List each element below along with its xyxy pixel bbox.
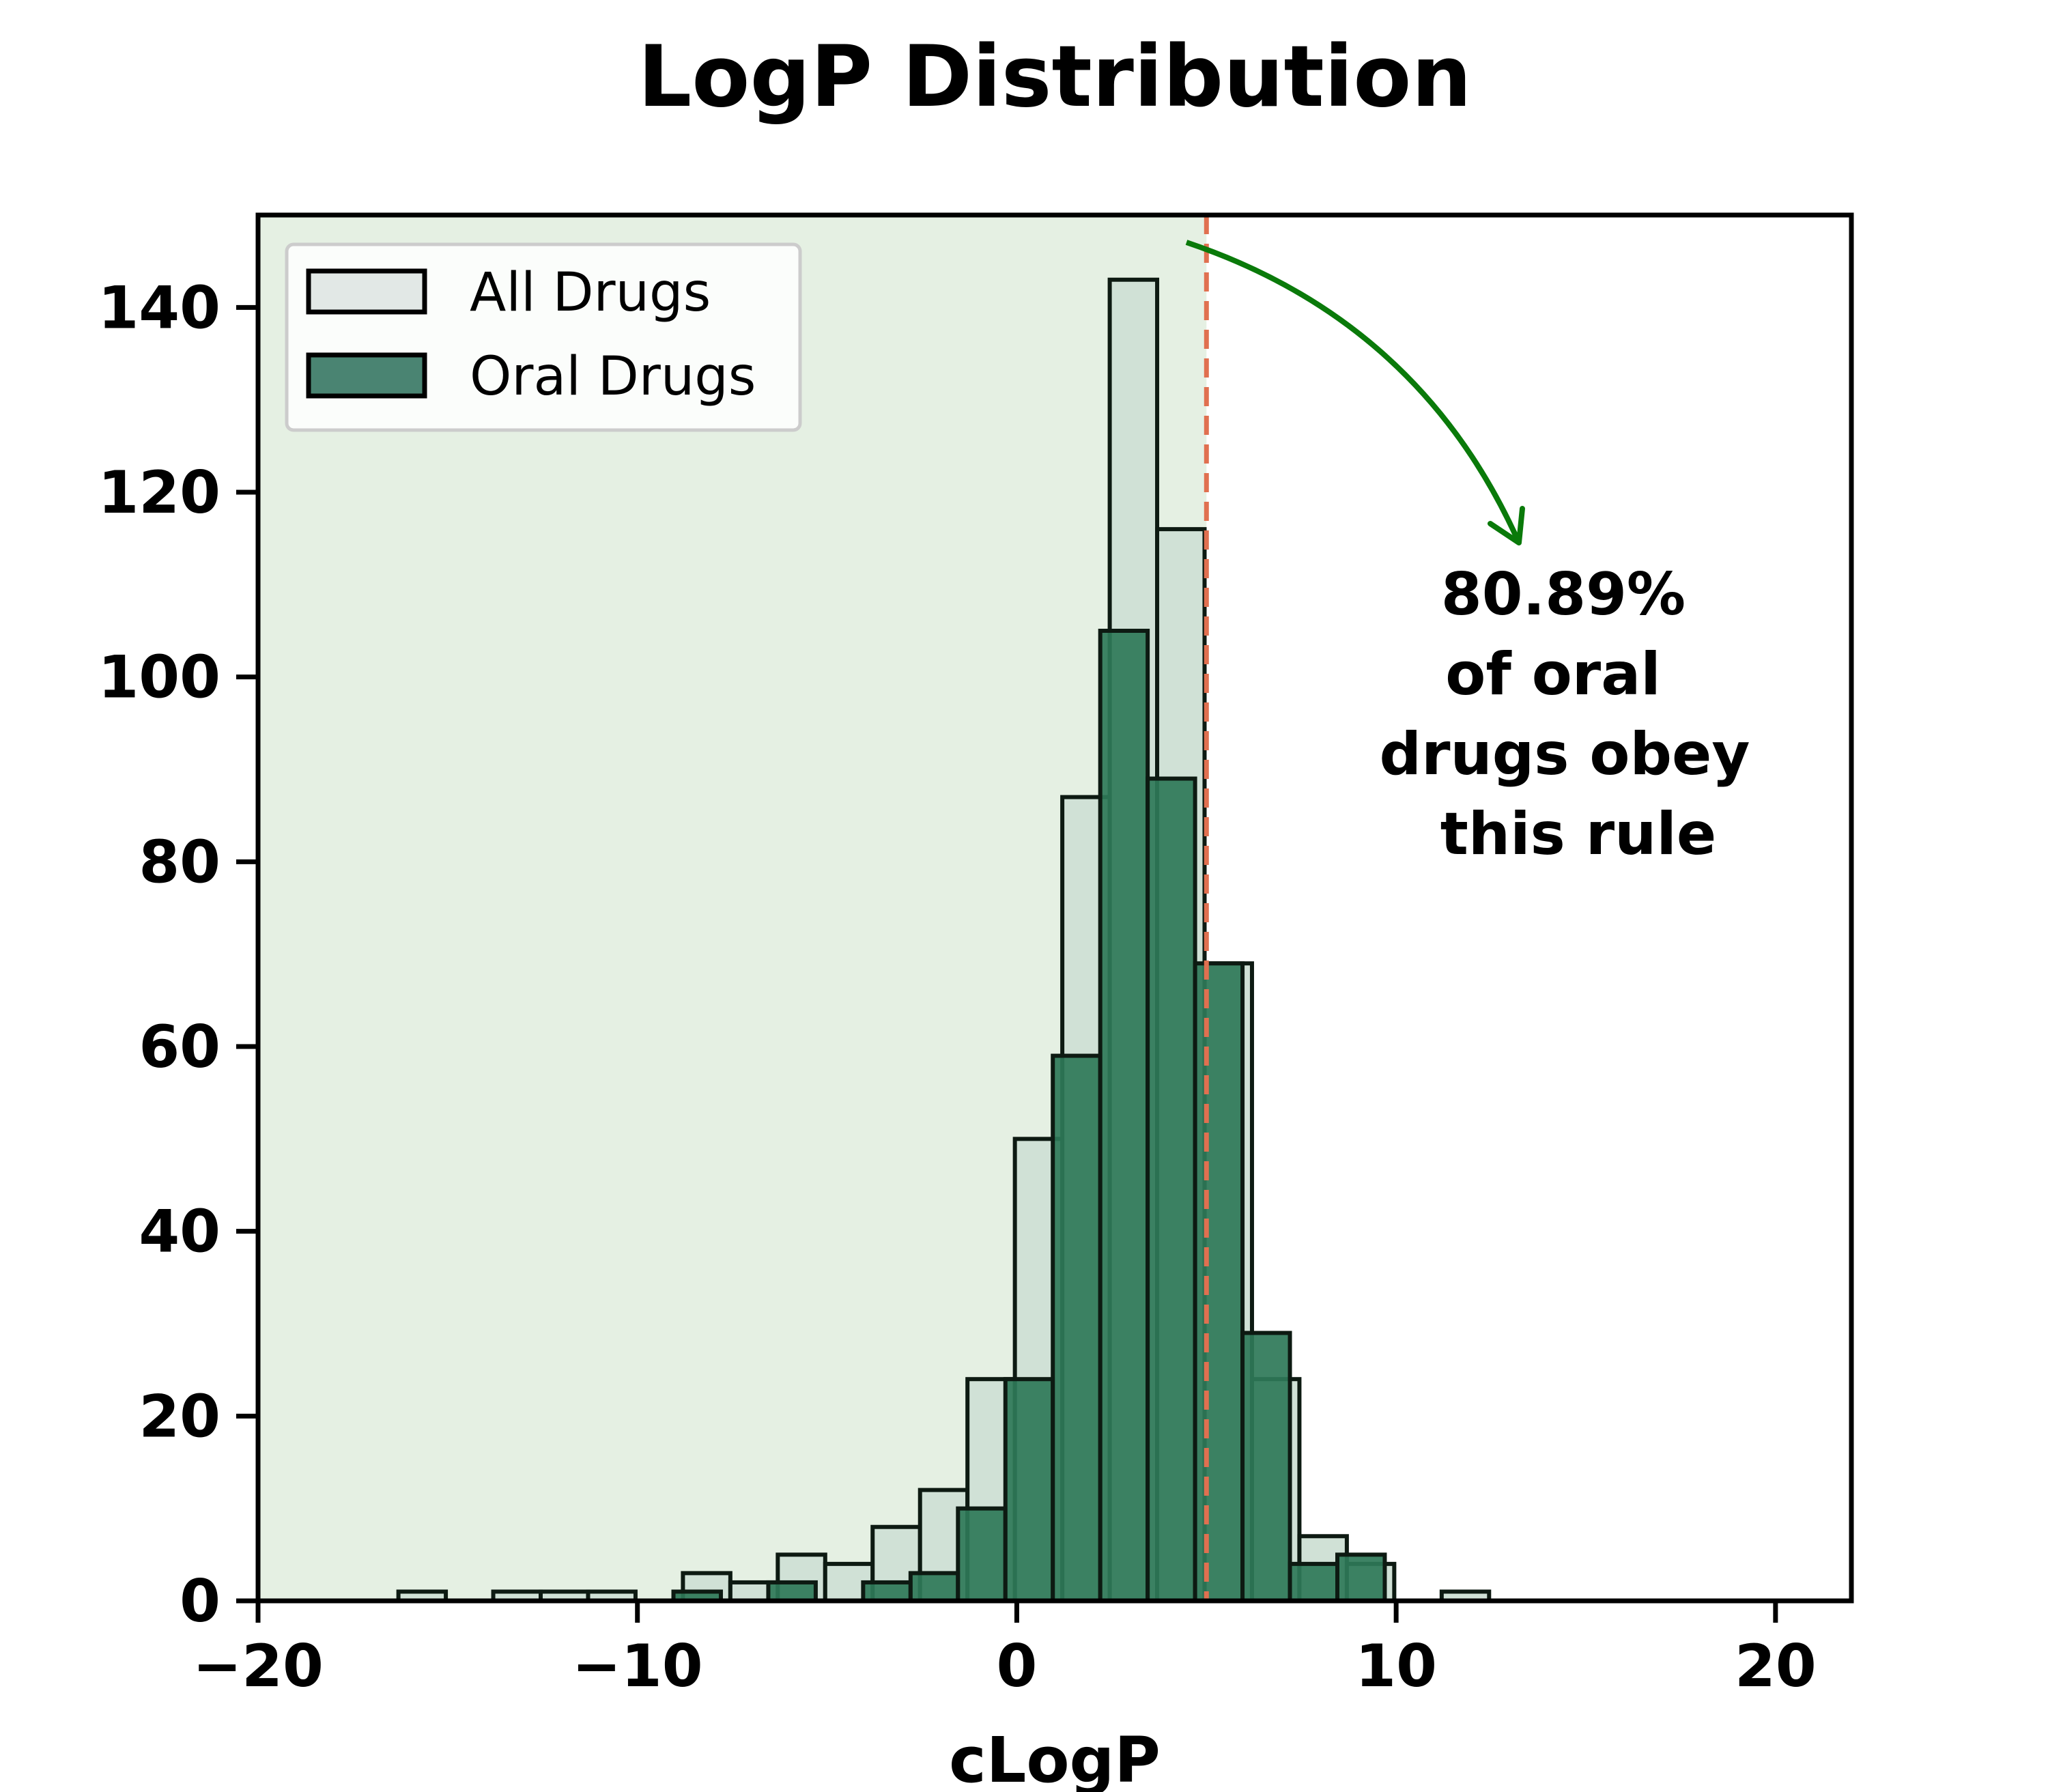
x-tick-label-1: −10 [572,1632,703,1701]
legend-swatch-all-drugs [306,268,427,315]
x-tick-label-3: 10 [1355,1632,1437,1701]
bar-oral-drugs-6 [1051,1053,1103,1603]
legend-label-all-drugs: All Drugs [470,262,711,324]
y-tick-label-0: 0 [180,1567,221,1636]
bar-oral-drugs-7 [1098,629,1150,1603]
bar-oral-drugs-9 [1193,961,1245,1603]
bar-oral-drugs-10 [1240,1331,1292,1603]
y-tick-label-3: 60 [139,1013,221,1081]
y-tick-label-6: 120 [98,459,221,527]
bar-oral-drugs-8 [1146,776,1197,1603]
bar-oral-drugs-11 [1288,1561,1340,1604]
x-tick-label-0: −20 [193,1632,324,1701]
x-tick-label-4: 20 [1735,1632,1817,1701]
annotation-arrowhead [1488,506,1525,545]
annotation: 80.89% of oral drugs obey this rule [1185,240,1750,868]
y-axis: 0 20 40 60 80 100 120 140 [98,274,258,1636]
bar-oral-drugs-4 [956,1506,1008,1604]
x-tick-label-2: 0 [997,1632,1038,1701]
x-axis-label: cLogP [949,1724,1161,1792]
annotation-line-2: of oral [1445,640,1660,709]
bar-oral-drugs-5 [1003,1377,1055,1603]
bar-oral-drugs-3 [908,1571,961,1603]
legend: All Drugs Oral Drugs [285,242,802,432]
y-tick-label-4: 80 [139,828,221,896]
bar-oral-drugs-1 [766,1580,818,1604]
plot-area [255,212,1854,1604]
annotation-line-1: 80.89% [1441,560,1686,629]
bar-oral-drugs-12 [1335,1552,1387,1603]
bar-oral-drugs-2 [861,1580,913,1604]
annotation-line-4: this rule [1440,800,1716,868]
annotation-line-3: drugs obey [1380,720,1750,788]
legend-label-oral-drugs: Oral Drugs [470,346,756,408]
legend-swatch-oral-drugs [306,352,427,399]
x-axis: −20 −10 0 10 20 [193,1601,1817,1701]
y-tick-label-2: 40 [139,1198,221,1266]
plot-frame [255,212,1854,1604]
annotation-arrow [1185,240,1522,544]
chart-title: LogP Distribution [638,28,1471,126]
y-tick-label-5: 100 [98,644,221,712]
y-tick-label-7: 140 [98,274,221,342]
y-tick-label-1: 20 [139,1382,221,1451]
